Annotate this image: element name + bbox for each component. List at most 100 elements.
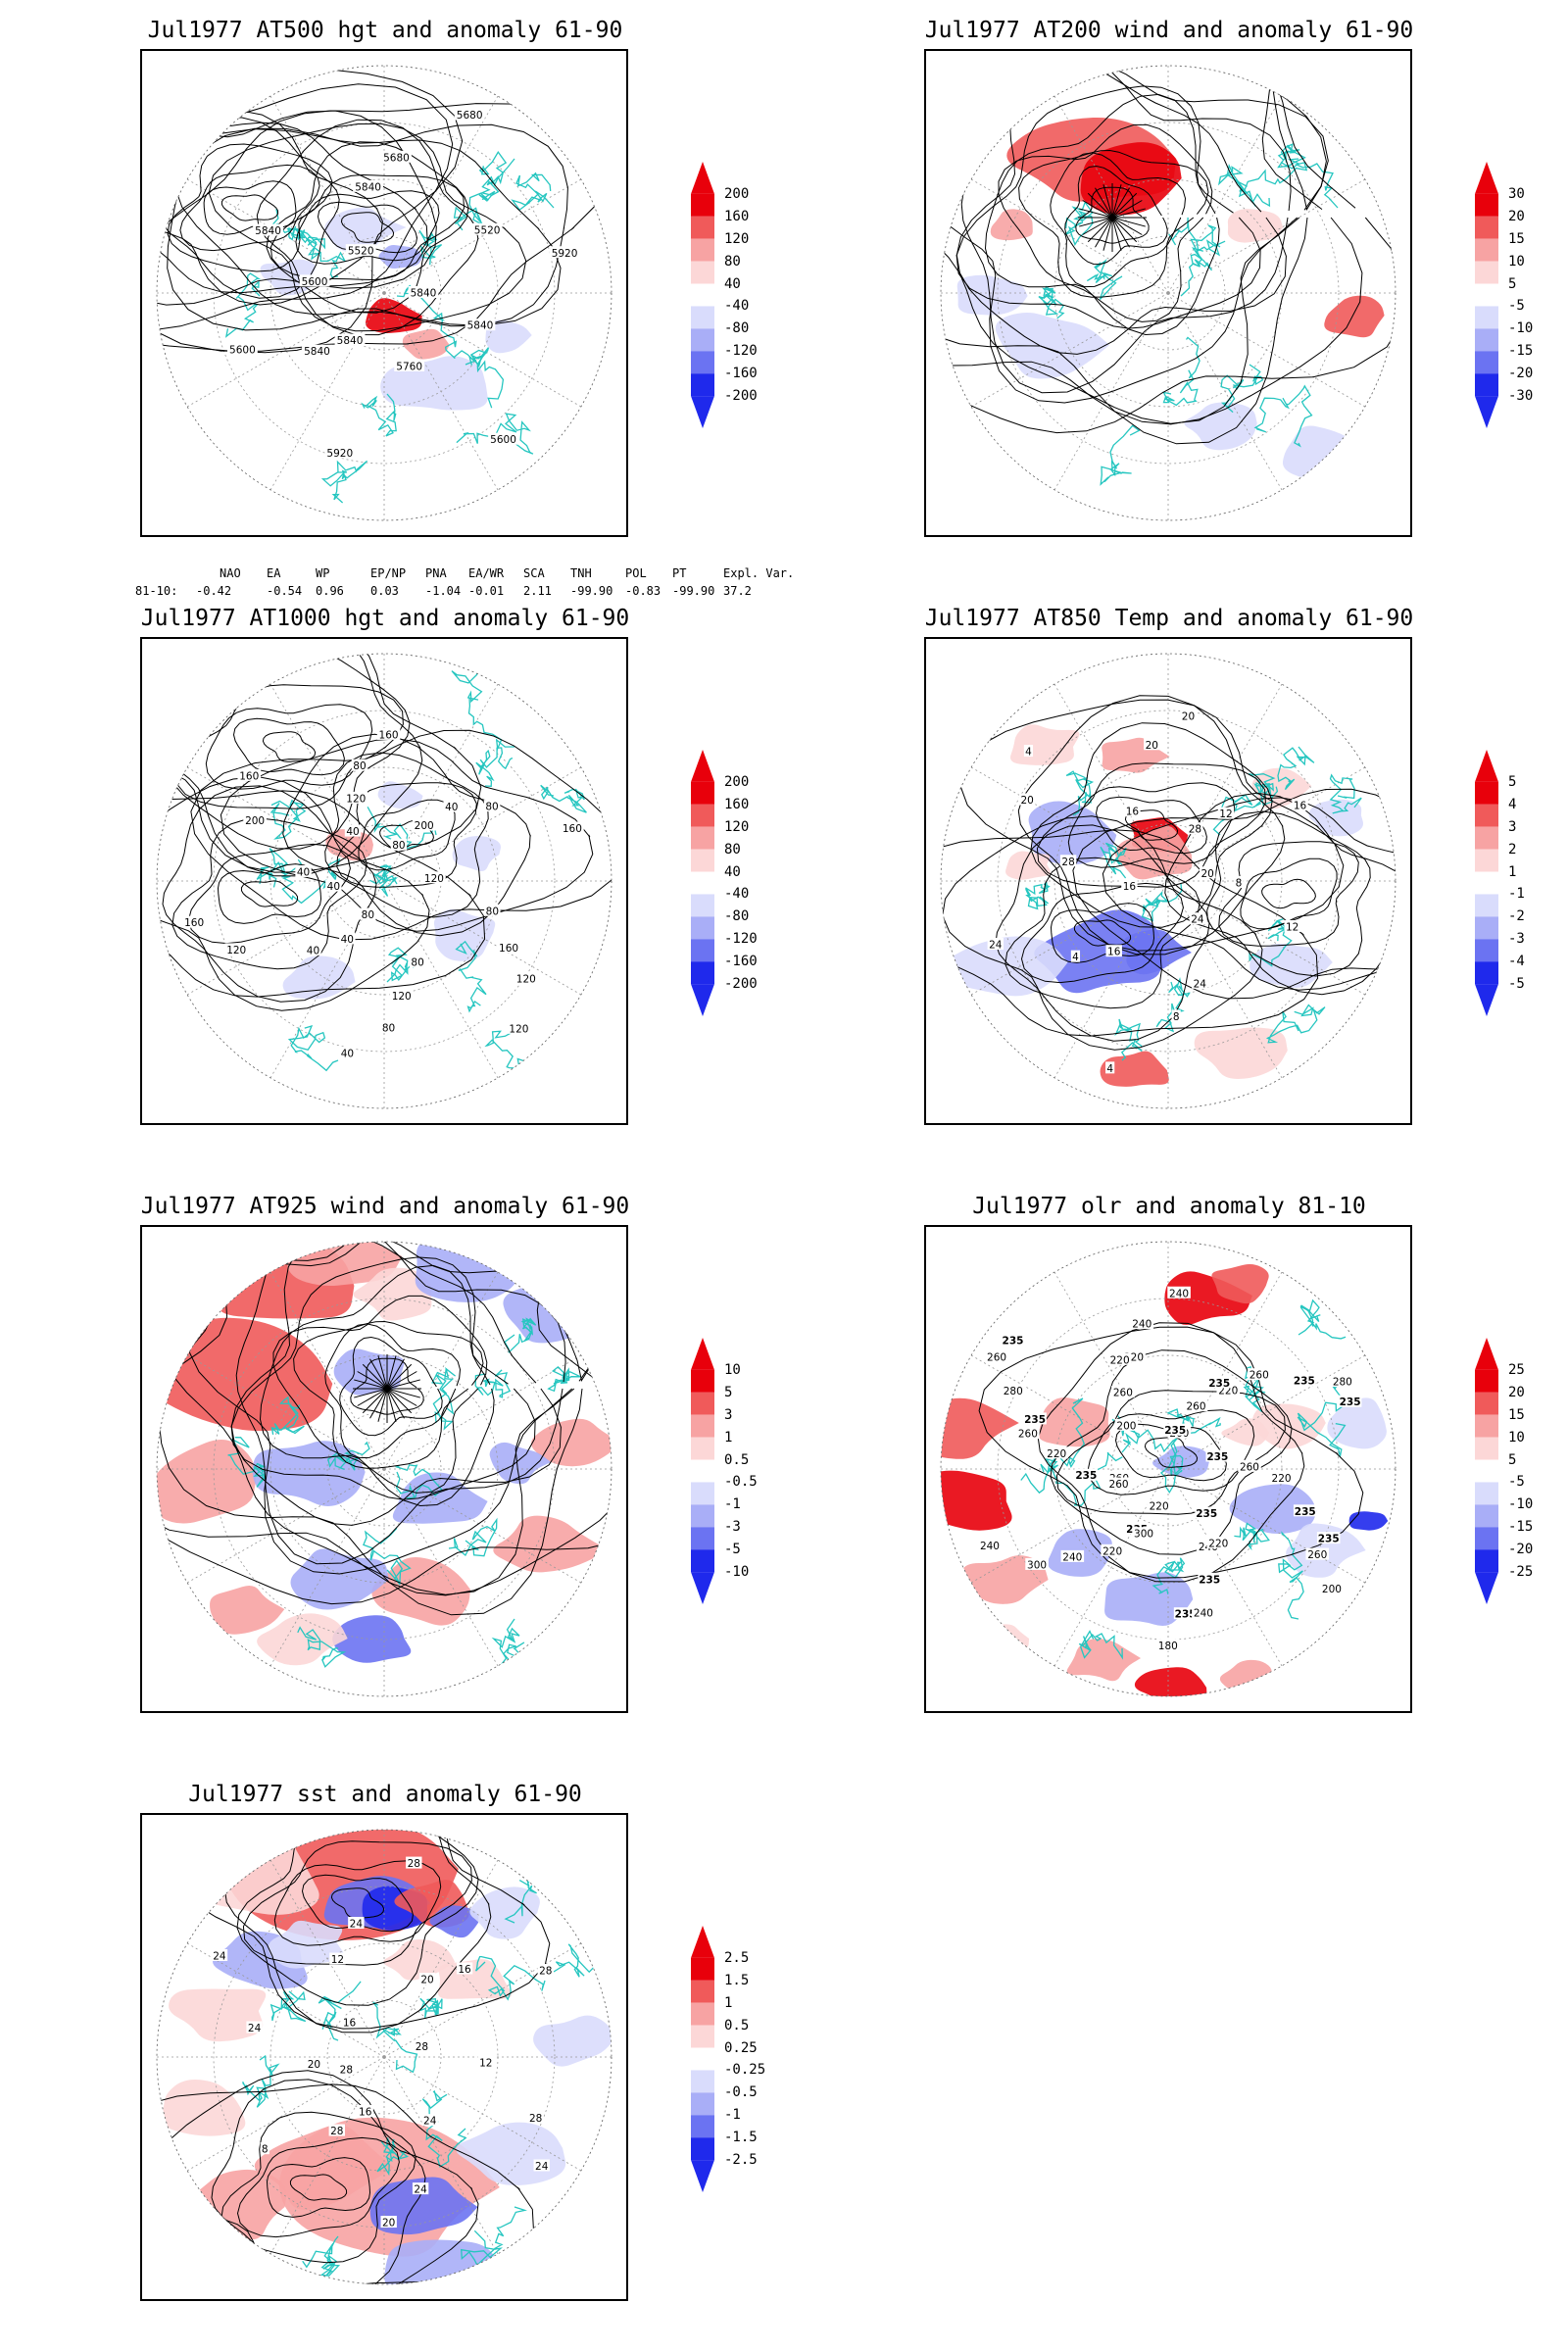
contour-label-bg [1016,1427,1040,1440]
contour-label: 240 [980,1541,1000,1552]
contour-label: 260 [1186,1401,1205,1413]
coastlines [227,1317,581,1668]
colorbar-label: 25 [1508,1361,1525,1378]
streamline [984,93,1220,336]
contour-label-bg [1205,1449,1230,1462]
colorbar-arrow-bottom [1475,984,1498,1016]
contour-label: 16 [359,2106,372,2118]
contour-line [1240,858,1338,930]
contour-label: 220 [1208,1538,1228,1549]
contour-label: 24 [423,2116,437,2128]
contour-label-bg [224,943,249,956]
anomaly-shading [1211,1264,1269,1304]
contour-label: 5600 [229,345,256,357]
contour-label-bg [1338,1395,1362,1407]
meridian-line [1167,1468,1283,1667]
coastline [431,1367,457,1431]
streamline [272,1295,488,1494]
contour-label: 80 [382,1023,395,1035]
colorbar-swatch [691,1482,714,1505]
anomaly-shading [1100,1051,1169,1087]
contour-label: 20 [420,1975,433,1986]
contour-label: 160 [379,729,399,741]
meridian-line [1054,880,1169,1079]
contour-label: 12 [479,2057,492,2069]
contour-label-bg [1247,1368,1271,1381]
streamline [354,1379,388,1390]
colorbar-arrow-bottom [1475,396,1498,428]
meridian-line [383,1942,582,2058]
streamline [386,1388,397,1422]
meridian-line [383,1271,499,1470]
colorbar-swatch [1475,804,1498,827]
colorbar-label: 2 [1508,841,1517,858]
polar-map: 16 12 8 4 8 4 20 24 28 16 4 16 12 24 28 24 20 20 16 20 [940,653,1396,1109]
meridian-line [186,1468,385,1584]
meridian-line [1167,292,1366,408]
contour-label-bg [1234,876,1244,889]
contour-label-bg [1023,745,1034,758]
contour-label: 120 [392,991,412,1003]
contour-label-bg [549,246,580,259]
anomaly-shading [254,2125,395,2211]
colorbar-arrow-bottom [1475,1572,1498,1604]
anomaly-shading [392,1472,488,1524]
contour-line [167,123,568,331]
panel-title: Jul1977 AT850 Temp and anomaly 61-90 [924,606,1414,631]
coastline [363,1527,412,1586]
polar-map [156,1241,612,1697]
streamline [1064,165,1168,266]
contour-label: 220 [1047,1448,1066,1460]
contour-line [220,2111,416,2264]
coastline [1278,1531,1304,1620]
contour-label: 5840 [355,181,381,193]
coastline [270,799,307,840]
colorbar-arrow-top [691,162,714,194]
coastline [511,172,555,212]
latitude-circle [1110,1411,1226,1527]
polar-map: 2602402352352352202602602202352352602402… [940,1241,1396,1697]
colorbar-swatch [691,916,714,940]
index-value: -99.90 [570,584,613,598]
colorbar-swatch [691,1957,714,1981]
coastline [540,784,587,813]
contour-label-bg [329,1952,346,1965]
colorbar-swatch [691,2137,714,2161]
meridian-line [1167,178,1366,294]
anomaly-shading [377,781,423,809]
streamline [1087,192,1113,219]
colorbar-swatch [691,2025,714,2048]
coastline [270,1396,305,1436]
map-outer-circle [156,65,612,521]
index-row-label: 81-10: [135,584,178,598]
coastline [1114,1018,1143,1061]
anomaly-shading [1104,1572,1194,1626]
contour-label-bg [1163,1423,1187,1436]
contour-label: 220 [1272,1473,1292,1485]
contour-label: 28 [416,2041,428,2053]
contour-label-bg [418,1973,436,1985]
index-value: -0.01 [468,584,505,598]
contour-label: 200 [1322,1584,1342,1595]
contour-line [282,733,531,937]
index-value: -1.04 [425,584,462,598]
streamline [377,1388,388,1422]
contour-label: 280 [1333,1377,1352,1389]
colorbar-swatch [1475,351,1498,374]
contour-label: 20 [1201,868,1214,880]
contour-label-bg [1107,1352,1132,1365]
coastline [1038,285,1065,319]
contour-label-bg [527,2111,544,2124]
meridian-line [383,95,499,294]
streamline [956,85,1261,329]
coastline [297,1626,347,1668]
contour-label-bg [381,150,412,163]
latitude-circle [1110,823,1226,939]
contour-label: 180 [1158,1641,1178,1652]
streamline [369,1388,388,1419]
index-header: PT [672,566,687,580]
contour-line [958,699,1345,952]
contour-line [187,843,351,945]
streamline [1111,192,1138,219]
colorbar: 200 160 120 80 40 -40 -80 -120 -160 -200 [689,158,826,432]
